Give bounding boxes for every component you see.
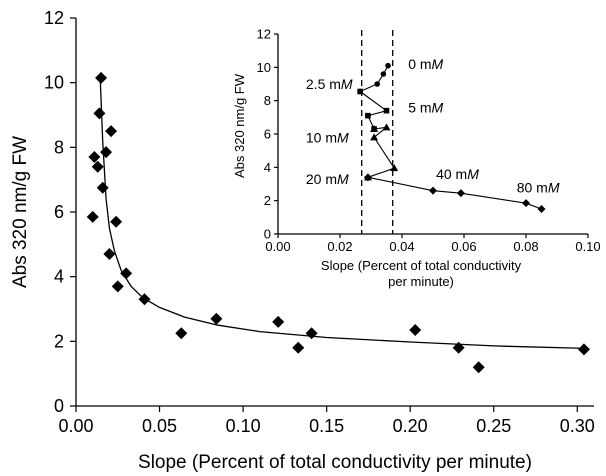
- data-point: [175, 327, 188, 340]
- main-x-tick-label: 0.00: [58, 416, 93, 436]
- data-point: [120, 267, 133, 280]
- data-point: [272, 315, 285, 328]
- main-y-axis-label: Abs 320 nm/g FW: [10, 136, 31, 288]
- main-data-points: [86, 71, 590, 374]
- main-x-tick-label: 0.05: [142, 416, 177, 436]
- inset-background: [232, 22, 600, 280]
- main-x-tick-label: 0.10: [226, 416, 261, 436]
- data-point: [91, 160, 104, 173]
- inset-x-axis-label: Slope (Percent of total conductivity per …: [321, 258, 522, 289]
- data-point: [452, 341, 465, 354]
- main-y-tick-label: 10: [44, 73, 64, 93]
- concentration-label: 2.5 mM: [306, 76, 353, 92]
- main-x-tick-label: 0.25: [476, 416, 511, 436]
- main-y-tick-label: 6: [54, 202, 64, 222]
- inset-data-point: [383, 107, 390, 114]
- data-point: [409, 324, 422, 337]
- inset-x-tick-label: 0.08: [513, 239, 538, 254]
- data-point: [210, 312, 223, 325]
- inset-data-point: [429, 186, 437, 195]
- inset-data-point: [370, 133, 379, 141]
- inset-chart: 0.00 0.02 0.04 0.06 0.08 0.10 0 2 4 6 8 10 12 0 mM 2.…: [232, 22, 601, 289]
- inset-reference-lines: [361, 30, 394, 234]
- concentration-label: 0 mM: [408, 56, 443, 72]
- main-x-axis-label: Slope (Percent of total conductivity per…: [138, 452, 532, 473]
- concentration-label: 80 mM: [517, 179, 560, 195]
- inset-data-point: [522, 199, 530, 208]
- inset-data-point: [370, 125, 379, 132]
- data-point: [103, 248, 116, 261]
- main-y-tick-label: 2: [54, 331, 64, 351]
- inset-x-tick-label: 0.02: [327, 239, 352, 254]
- inset-data-point: [363, 173, 372, 182]
- concentration-label: 40 mM: [436, 166, 479, 182]
- data-point: [138, 293, 151, 306]
- data-point: [93, 107, 106, 120]
- inset-data-point: [380, 71, 387, 77]
- inset-y-tick-label: 0: [264, 227, 271, 242]
- inset-ticks: 0.00 0.02 0.04 0.06 0.08 0.10 0 2 4 6 8 10 12: [257, 27, 601, 255]
- data-point: [110, 215, 123, 228]
- inset-data-point: [456, 189, 465, 198]
- main-x-tick-label: 0.30: [560, 416, 595, 436]
- main-fit-curve: [99, 77, 586, 350]
- inset-annotations: 0 mM 2.5 mM 5 mM 10 mM 20 mM 40 mM 80 mM: [306, 56, 560, 195]
- inset-data-point: [374, 81, 381, 87]
- inset-y-tick-label: 10: [257, 60, 271, 75]
- data-point: [95, 71, 108, 84]
- inset-y-tick-label: 4: [264, 160, 271, 175]
- inset-series-line: [359, 65, 389, 93]
- inset-data-point: [357, 88, 363, 95]
- inset-data-point: [390, 164, 399, 172]
- concentration-label: 20 mM: [306, 171, 349, 187]
- main-ticks: 0.00 0.05 0.10 0.15 0.20 0.25 0.30 0 2 4 6 8 10 12: [44, 8, 595, 436]
- main-y-tick-label: 4: [54, 267, 64, 287]
- main-y-tick-label: 0: [54, 396, 64, 416]
- data-point: [111, 280, 124, 293]
- data-point: [88, 151, 101, 164]
- inset-x-tick-label: 0.10: [575, 239, 600, 254]
- data-point: [105, 125, 118, 138]
- main-y-tick-label: 12: [44, 8, 64, 28]
- inset-data-point: [385, 62, 391, 69]
- data-point: [305, 327, 318, 340]
- inset-data-point: [537, 205, 546, 213]
- main-chart: 0.00 0.05 0.10 0.15 0.20 0.25 0.30 0 2 4 6 8 10 12 Sl…: [10, 8, 595, 473]
- inset-y-axis-label: Abs 320 nm/g FW: [232, 73, 247, 178]
- data-point: [86, 210, 99, 223]
- inset-x-tick-label: 0.04: [389, 239, 414, 254]
- concentration-label: 10 mM: [306, 129, 349, 145]
- main-x-tick-label: 0.15: [309, 416, 344, 436]
- data-point: [577, 343, 590, 356]
- inset-data-point: [382, 123, 391, 131]
- main-y-tick-label: 8: [54, 137, 64, 157]
- inset-x-tick-label: 0.06: [451, 239, 476, 254]
- data-point: [472, 361, 485, 374]
- inset-series-line: [359, 91, 388, 130]
- inset-y-tick-label: 8: [264, 93, 271, 108]
- inset-data-point: [365, 112, 371, 119]
- inset-y-tick-label: 6: [264, 127, 271, 142]
- data-point: [100, 146, 113, 159]
- inset-y-tick-label: 2: [264, 193, 271, 208]
- inset-series-points: [357, 62, 546, 213]
- inset-x-tick-label: 0.00: [265, 239, 290, 254]
- data-point: [292, 341, 305, 354]
- main-x-tick-label: 0.20: [393, 416, 428, 436]
- fit-curve-line: [99, 77, 586, 350]
- data-point: [96, 181, 109, 194]
- concentration-label: 5 mM: [408, 99, 443, 115]
- inset-y-tick-label: 12: [257, 27, 271, 42]
